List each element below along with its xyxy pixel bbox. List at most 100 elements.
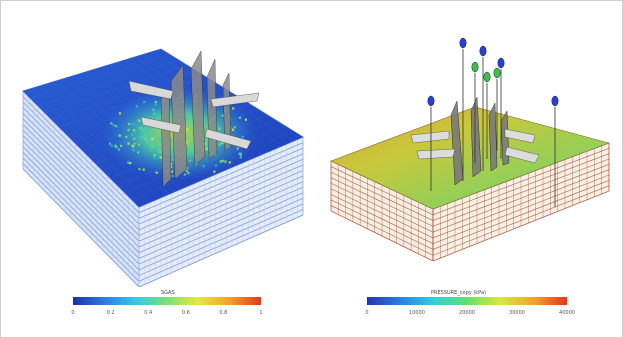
plume-cell [159,150,162,153]
plume-cell [127,161,130,164]
injector-well-marker-icon [551,95,559,107]
plume-cell [137,143,141,146]
plume-cell [137,151,140,154]
plume-cell [146,140,149,143]
plume-cell [159,156,162,159]
fracture-wings [128,80,260,150]
plume-cell [218,143,221,147]
sgas-colorbar-tick-label: 0.2 [106,310,115,316]
plume-cell [158,155,161,158]
plume-cell [108,142,112,145]
plume-cell [138,168,141,171]
plume-cell [112,124,115,127]
pressure-colorbar-tick-label: 40000 [559,310,575,316]
plume-cell [110,144,113,147]
plume-cell [143,136,146,139]
plume-cell [239,156,242,159]
plume-cell [218,127,221,130]
plume-cell [114,144,117,147]
plume-cell [118,134,121,137]
pressure-colorbar [367,297,567,305]
plume-cell [115,125,118,128]
plume-cell [144,134,147,137]
plume-cell [152,108,155,111]
plume-cell [186,167,189,170]
plume-cell [118,112,122,115]
plume-cell [119,144,123,148]
plume-cell [143,100,146,104]
plume-cell [132,149,135,152]
sgas-colorbar-tick-label: 1 [259,310,263,316]
plume-cell [221,114,224,117]
plume-cell [153,153,156,157]
plume-cell [232,107,235,110]
plume-cell [139,126,142,130]
plume-cell [141,128,145,132]
plume-cell [115,146,118,149]
pressure-colorbar-tick-label: 10000 [409,310,425,316]
plume-cell [183,173,187,176]
plume-cell [117,148,121,151]
plume-cell [148,125,151,128]
plume-cell [170,170,174,173]
plume-cell [188,159,192,162]
plume-cell [213,170,216,173]
plume-cell [135,105,138,108]
plume-cell [133,142,136,145]
plume-cell [110,122,113,125]
plume-cell [159,141,162,145]
plume-cell [142,168,145,171]
plume-cell [187,171,190,175]
plume-cell [241,135,244,139]
plume-cell [136,118,140,122]
sgas-colorbar-tick-label: 0 [71,310,75,316]
plume-cell [171,174,174,178]
sgas-colorbar [73,297,261,305]
plume-cell [238,116,242,119]
plume-cell [238,152,241,155]
plume-cell [154,103,157,106]
plume-cell [154,100,157,104]
producer-well-marker-icon [471,61,479,73]
plume-cell [132,145,135,148]
plume-cell [219,141,222,145]
producer-well-marker-icon [483,71,491,83]
right-colorbar-title: PRESSURE_copy (kPa) [431,290,486,296]
plume-cell [188,136,191,140]
plume-cell [185,141,189,144]
injector-well-marker-icon [459,37,467,49]
plume-cell [129,162,132,165]
plume-cell [131,133,134,136]
pressure-colorbar-tick-label: 20000 [459,310,475,316]
plume-cell [202,165,205,168]
plume-cell [185,169,188,173]
plume-cell [224,160,227,163]
injector-well-marker-icon [497,57,505,69]
plume-cell [223,141,226,145]
plume-cell [155,171,158,174]
plume-cell [231,128,235,131]
plume-cell [139,136,142,139]
sgas-colorbar-tick-label: 0.4 [144,310,153,316]
plume-cell [153,156,156,159]
injector-well-marker-icon [479,45,487,57]
plume-cell [153,112,156,115]
sgas-colorbar-tick-label: 0.8 [219,310,228,316]
plume-cell [186,128,189,131]
plume-cell [150,145,154,148]
plume-cell [233,126,236,129]
gas-saturation-3d-view [22,48,304,287]
plume-cell [132,129,136,132]
injector-well-marker-icon [427,95,435,107]
left-colorbar-title: SGAS [161,290,175,296]
plume-cell [205,147,208,150]
plume-cell [228,161,231,164]
plume-cell [127,142,130,145]
producer-well-marker-icon [493,67,501,79]
plume-cell [244,118,247,121]
plume-cell [127,128,130,131]
plume-cell [186,142,189,145]
plume-cell [204,142,207,145]
plume-cell [133,137,136,140]
